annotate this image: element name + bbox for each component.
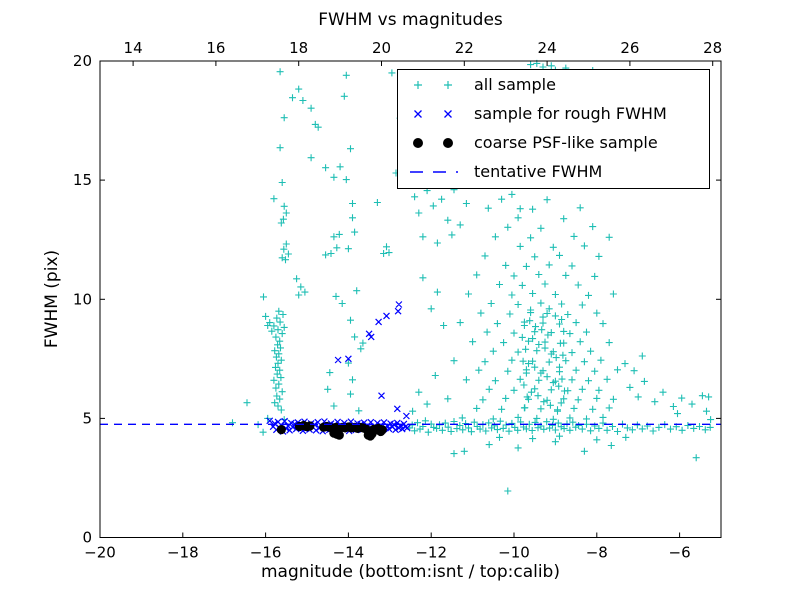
y-tick-label: 15 xyxy=(73,171,92,189)
y-tick-label: 5 xyxy=(82,409,92,427)
x-top-tick-label: 18 xyxy=(289,39,308,57)
legend-entry-all-sample: all sample xyxy=(398,70,709,99)
cross-marker-icon xyxy=(414,109,452,118)
x-top-tick-label: 28 xyxy=(703,39,722,57)
legend-label: all sample xyxy=(474,75,556,94)
legend-label: sample for rough FWHM xyxy=(474,104,667,123)
x-bottom-tick-label: −10 xyxy=(498,544,530,562)
legend-entry-tentative-fwhm: tentative FWHM xyxy=(398,157,709,186)
point-coarse-psf-like-sample xyxy=(334,430,344,440)
x-top-tick-label: 14 xyxy=(124,39,143,57)
x-bottom-tick-label: −8 xyxy=(586,544,608,562)
x-bottom-tick-label: −18 xyxy=(167,544,199,562)
x-top-tick-label: 16 xyxy=(206,39,225,57)
y-tick-label: 0 xyxy=(82,529,92,547)
y-axis-label: FWHM (pix) xyxy=(42,249,62,349)
legend-label: tentative FWHM xyxy=(474,162,603,181)
legend: all sample sample for rough FWHM coarse PS… xyxy=(397,69,710,189)
legend-label: coarse PSF-like sample xyxy=(474,133,658,152)
y-tick-label: 10 xyxy=(73,290,92,308)
x-top-tick-label: 24 xyxy=(538,39,557,57)
x-top-tick-label: 20 xyxy=(372,39,391,57)
chart-title: FWHM vs magnitudes xyxy=(318,10,503,30)
series-sample-for-rough-fwhm xyxy=(266,301,411,435)
point-coarse-psf-like-sample xyxy=(377,425,387,435)
x-bottom-tick-label: −16 xyxy=(250,544,282,562)
x-bottom-tick-label: −20 xyxy=(84,544,116,562)
point-coarse-psf-like-sample xyxy=(305,421,315,431)
x-bottom-tick-label: −12 xyxy=(415,544,447,562)
series-all-sample xyxy=(229,59,715,495)
dash-marker-icon xyxy=(410,170,458,173)
plus-marker-icon xyxy=(414,80,452,89)
dot-marker-icon xyxy=(413,137,453,148)
x-bottom-tick-label: −14 xyxy=(333,544,365,562)
point-coarse-psf-like-sample xyxy=(276,425,286,435)
x-axis-label: magnitude (bottom:isnt / top:calib) xyxy=(261,562,560,582)
legend-entry-sample-for-rough-fwhm: sample for rough FWHM xyxy=(398,99,709,128)
x-bottom-tick-label: −6 xyxy=(669,544,691,562)
x-top-tick-label: 26 xyxy=(620,39,639,57)
x-top-tick-label: 22 xyxy=(455,39,474,57)
legend-entry-coarse-psf-like-sample: coarse PSF-like sample xyxy=(398,128,709,157)
y-tick-label: 20 xyxy=(73,52,92,70)
